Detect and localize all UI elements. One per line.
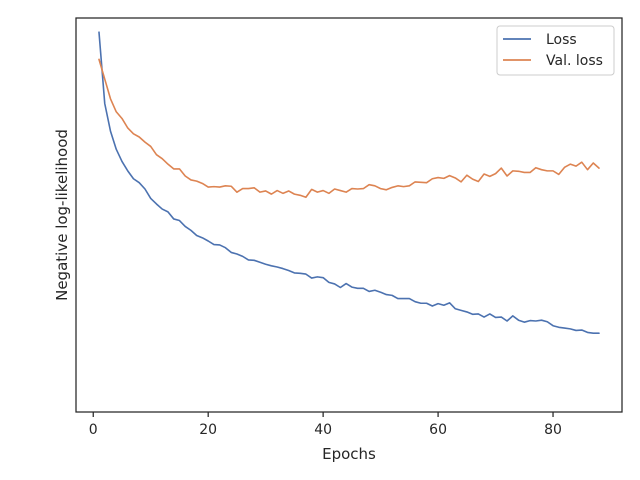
plot-area — [75, 17, 623, 413]
x-tick-label: 80 — [544, 422, 562, 438]
x-axis-label: Epochs — [322, 445, 376, 463]
legend: Loss Val. loss — [496, 25, 615, 76]
series-line-loss — [98, 31, 600, 335]
x-tick-label: 20 — [199, 422, 217, 438]
legend-label: Val. loss — [546, 53, 603, 69]
x-tick-label: 60 — [429, 422, 447, 438]
series-layer — [98, 31, 600, 335]
legend-label: Loss — [546, 32, 577, 48]
x-tick-label: 40 — [314, 422, 332, 438]
series-line-val-loss — [98, 58, 600, 199]
x-tick-label: 0 — [89, 422, 98, 438]
y-axis-label: Negative log-likelihood — [53, 129, 71, 301]
x-axis: 0 20 40 60 80 — [89, 412, 562, 438]
